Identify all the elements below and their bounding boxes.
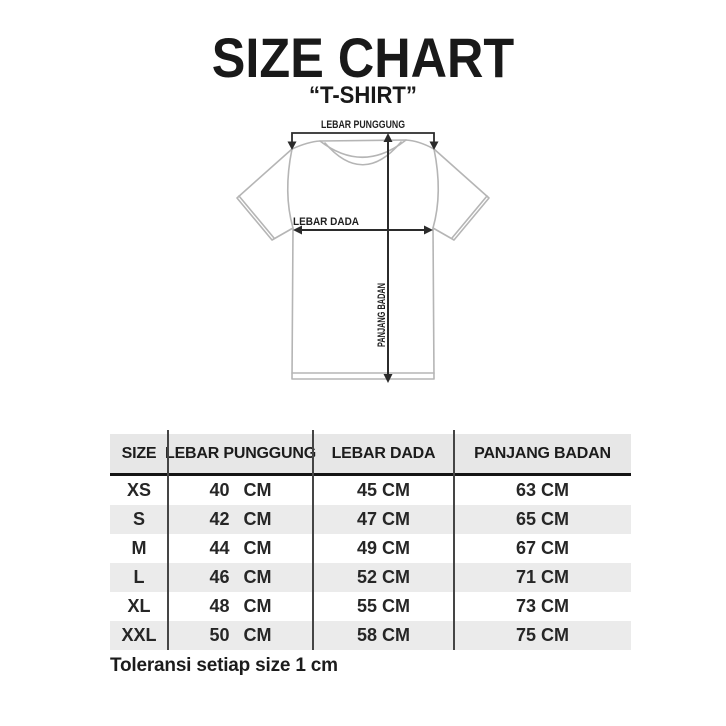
cell-size: XL bbox=[127, 596, 151, 616]
shirt-body bbox=[291, 227, 435, 380]
cell-lebar-punggung: 48 CM bbox=[209, 596, 272, 616]
column-header-lebar-dada: LEBAR DADA bbox=[331, 444, 436, 462]
column-header-lebar-punggung: LEBAR PUNGGUNG bbox=[165, 444, 316, 462]
bracket-right-arrowhead bbox=[429, 141, 439, 150]
table-row-xxl: XXL 50 CM 58 CM 75 CM bbox=[110, 621, 631, 650]
tshirt-outline bbox=[236, 139, 490, 380]
shoulder-width-label: LEBAR PUNGGUNG bbox=[321, 119, 405, 131]
cell-size: M bbox=[131, 538, 147, 558]
chest-width-label: LEBAR DADA bbox=[293, 216, 359, 228]
table-row-l: L 46 CM 52 CM 71 CM bbox=[110, 563, 631, 592]
tolerance-note: Toleransi setiap size 1 cm bbox=[110, 655, 338, 676]
cell-lebar-punggung: 44 CM bbox=[209, 538, 272, 558]
length-arrow-top-head bbox=[383, 133, 393, 142]
chest-arrow-right-head bbox=[424, 225, 433, 235]
cell-panjang-badan: 63 CM bbox=[515, 480, 569, 500]
cell-lebar-dada: 45 CM bbox=[356, 480, 410, 500]
table-row-xl: XL 48 CM 55 CM 73 CM bbox=[110, 592, 631, 621]
left-cuff-stitch bbox=[238, 195, 275, 239]
table-row-m: M 44 CM 49 CM 67 CM bbox=[110, 534, 631, 563]
cell-size: XS bbox=[126, 480, 151, 500]
collar-outer-curve bbox=[319, 139, 407, 158]
right-sleeve bbox=[432, 148, 490, 241]
table-row-xs: XS 40 CM 45 CM 63 CM bbox=[110, 476, 631, 505]
cell-lebar-dada: 49 CM bbox=[356, 538, 410, 558]
cell-panjang-badan: 65 CM bbox=[515, 509, 569, 529]
cell-lebar-dada: 47 CM bbox=[356, 509, 410, 529]
cell-size: S bbox=[132, 509, 145, 529]
column-header-size: SIZE bbox=[121, 444, 157, 462]
cell-lebar-punggung: 40 CM bbox=[209, 480, 272, 500]
cell-panjang-badan: 75 CM bbox=[515, 625, 569, 645]
cell-lebar-punggung: 50 CM bbox=[209, 625, 272, 645]
column-header-panjang-badan: PANJANG BADAN bbox=[474, 444, 611, 462]
column-divider bbox=[453, 430, 455, 650]
cell-lebar-dada: 55 CM bbox=[356, 596, 410, 616]
right-cuff-stitch bbox=[451, 195, 488, 239]
tshirt-measurement-diagram: LEBAR PUNGGUNG LEBAR DADA PANJANG BADAN bbox=[236, 119, 490, 383]
collar-inner-curve bbox=[324, 141, 402, 166]
table-row-s: S 42 CM 47 CM 65 CM bbox=[110, 505, 631, 534]
cell-lebar-punggung: 42 CM bbox=[209, 509, 272, 529]
length-arrow-bottom-head bbox=[383, 374, 393, 383]
shirt-top-edge bbox=[291, 139, 435, 150]
cell-lebar-dada: 52 CM bbox=[356, 567, 410, 587]
body-length-label: PANJANG BADAN bbox=[376, 283, 388, 347]
page-title: SIZE CHART bbox=[211, 26, 515, 89]
column-divider bbox=[167, 430, 169, 650]
left-sleeve bbox=[236, 148, 294, 241]
size-table: SIZE LEBAR PUNGGUNG LEBAR DADA PANJANG B… bbox=[110, 430, 631, 650]
chest-arrow-left-head bbox=[293, 225, 302, 235]
right-armhole-seam bbox=[432, 148, 440, 229]
shoulder-width-bracket bbox=[291, 132, 435, 142]
cell-panjang-badan: 67 CM bbox=[515, 538, 569, 558]
cell-panjang-badan: 73 CM bbox=[515, 596, 569, 616]
cell-panjang-badan: 71 CM bbox=[515, 567, 569, 587]
cell-size: XXL bbox=[121, 625, 157, 645]
cell-lebar-dada: 58 CM bbox=[356, 625, 410, 645]
cell-lebar-punggung: 46 CM bbox=[209, 567, 272, 587]
size-table-header: SIZE LEBAR PUNGGUNG LEBAR DADA PANJANG B… bbox=[110, 434, 631, 476]
cell-size: L bbox=[133, 567, 145, 587]
column-divider bbox=[312, 430, 314, 650]
left-armhole-seam bbox=[286, 148, 294, 229]
bracket-left-arrowhead bbox=[287, 141, 297, 150]
page-subtitle: “T-SHIRT” bbox=[309, 82, 417, 109]
